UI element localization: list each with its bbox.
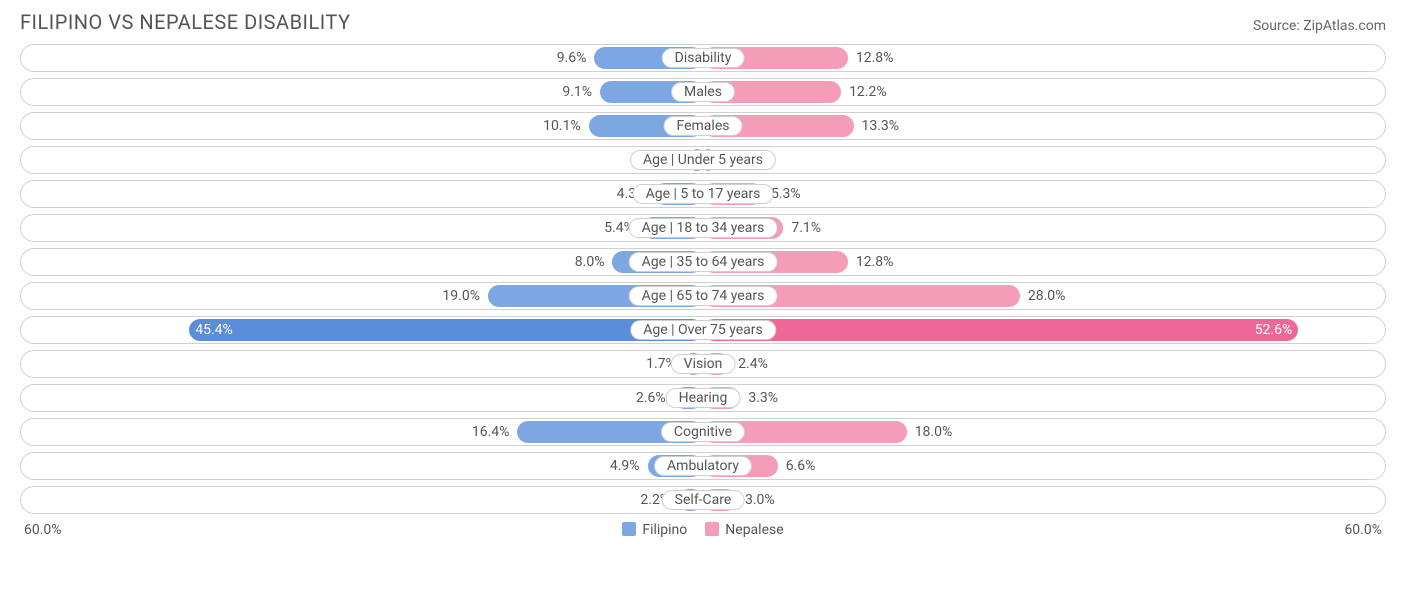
row-label: Males [671,82,735,102]
chart-row: 1.7%2.4%Vision [20,350,1386,378]
value-nepalese: 7.1% [791,220,821,236]
value-nepalese: 5.3% [771,186,801,202]
value-nepalese: 28.0% [1028,288,1066,304]
value-filipino: 19.0% [442,288,480,304]
chart-row: 45.4% 52.6% Age | Over 75 years [20,316,1386,344]
value-nepalese: 6.6% [786,458,816,474]
legend-swatch-filipino [622,522,636,536]
row-label: Age | 18 to 34 years [629,218,778,238]
legend-item-nepalese: Nepalese [705,522,783,538]
chart-row: 5.4%7.1%Age | 18 to 34 years [20,214,1386,242]
chart-title: FILIPINO VS NEPALESE DISABILITY [20,10,351,34]
chart-row: 19.0% 28.0% Age | 65 to 74 years [20,282,1386,310]
row-label: Age | 5 to 17 years [633,184,774,204]
bar-filipino: 45.4% [189,319,703,341]
chart-row: 9.6% 12.8% Disability [20,44,1386,72]
legend-item-filipino: Filipino [622,522,687,538]
value-filipino: 9.1% [562,84,592,100]
bar-nepalese: 52.6% [703,319,1298,341]
axis-max-left: 60.0% [24,522,62,538]
legend-label-nepalese: Nepalese [725,522,783,538]
chart-row: 1.1%0.97%Age | Under 5 years [20,146,1386,174]
legend: Filipino Nepalese [622,522,783,538]
legend-swatch-nepalese [705,522,719,536]
value-nepalese: 12.8% [856,254,894,270]
chart-source: Source: ZipAtlas.com [1253,18,1386,34]
chart-row: 10.1% 13.3% Females [20,112,1386,140]
value-nepalese: 3.0% [745,492,775,508]
value-nepalese: 52.6% [1255,322,1293,338]
row-label: Age | 35 to 64 years [629,252,778,272]
row-label: Age | Over 75 years [630,320,776,340]
value-filipino: 4.9% [610,458,640,474]
value-nepalese: 2.4% [738,356,768,372]
row-label: Females [664,116,743,136]
value-filipino: 16.4% [472,424,510,440]
row-label: Hearing [666,388,741,408]
chart-row: 8.0% 12.8% Age | 35 to 64 years [20,248,1386,276]
chart-row: 16.4% 18.0% Cognitive [20,418,1386,446]
row-label: Disability [662,48,745,68]
row-label: Vision [671,354,736,374]
value-filipino: 8.0% [575,254,605,270]
row-label: Self-Care [662,490,745,510]
chart-row: 2.2%3.0%Self-Care [20,486,1386,514]
row-label: Cognitive [661,422,745,442]
value-filipino: 45.4% [195,322,233,338]
row-label: Age | 65 to 74 years [629,286,778,306]
legend-label-filipino: Filipino [642,522,687,538]
chart-row: 9.1% 12.2% Males [20,78,1386,106]
value-nepalese: 12.2% [849,84,887,100]
value-nepalese: 3.3% [748,390,778,406]
chart-row: 4.9% 6.6% Ambulatory [20,452,1386,480]
diverging-bar-chart: 9.6% 12.8% Disability 9.1% 12.2% Males 10.1% 13… [0,40,1406,514]
chart-row: 4.3%5.3%Age | 5 to 17 years [20,180,1386,208]
chart-row: 2.6% 3.3% Hearing [20,384,1386,412]
value-nepalese: 18.0% [915,424,953,440]
value-filipino: 10.1% [543,118,581,134]
value-nepalese: 13.3% [862,118,900,134]
value-filipino: 2.6% [636,390,666,406]
row-label: Age | Under 5 years [630,150,776,170]
value-nepalese: 12.8% [856,50,894,66]
row-label: Ambulatory [654,456,752,476]
value-filipino: 9.6% [557,50,587,66]
axis-max-right: 60.0% [1344,522,1382,538]
